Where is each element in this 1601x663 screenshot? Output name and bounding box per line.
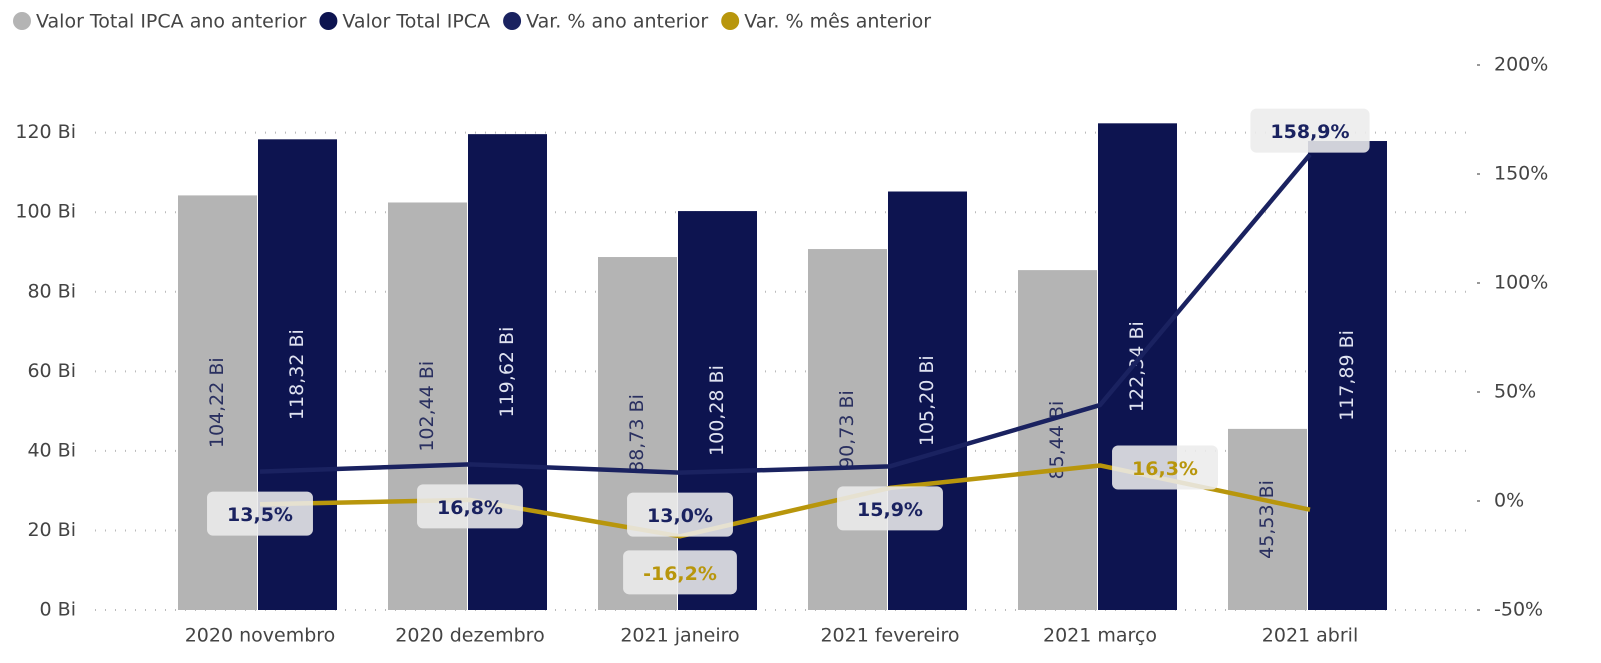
- y-tick-label: 80 Bi: [27, 280, 76, 302]
- y2-tick-label: 50%: [1494, 381, 1536, 403]
- y2-tick-label: -50%: [1494, 599, 1543, 621]
- data-label: -16,2%: [643, 563, 717, 585]
- data-label-box: [1250, 108, 1370, 153]
- data-label: 158,9%: [1270, 121, 1349, 143]
- legend-label: Valor Total IPCA ano anterior: [36, 11, 307, 33]
- y2-tick-label: 150%: [1494, 163, 1548, 185]
- bar: [808, 249, 887, 611]
- data-label-box: [417, 484, 523, 529]
- bar-value-label: 119,62 Bi: [496, 327, 518, 418]
- bar: [1228, 428, 1307, 610]
- bar-value-label: 105,20 Bi: [916, 355, 938, 446]
- data-label-box: [1112, 445, 1218, 490]
- y2-tick-label: 200%: [1494, 54, 1548, 76]
- data-label: 13,5%: [227, 504, 293, 526]
- x-tick-label: 2020 novembro: [185, 625, 336, 647]
- x-tick-label: 2021 abril: [1262, 625, 1358, 647]
- bar: [1098, 123, 1177, 611]
- legend-dot: [13, 12, 31, 30]
- data-label-box: [837, 486, 943, 531]
- data-label: 15,9%: [857, 499, 923, 521]
- x-tick-label: 2021 fevereiro: [820, 625, 959, 647]
- bar: [888, 191, 967, 610]
- data-label-box: [207, 491, 313, 536]
- legend-dot: [721, 12, 740, 30]
- bar-value-label: 45,53 Bi: [1256, 480, 1278, 559]
- legend-label: Var. % mês anterior: [744, 11, 931, 33]
- y-tick-label: 20 Bi: [27, 519, 76, 541]
- legend-dot: [503, 12, 522, 30]
- y-tick-label: 100 Bi: [15, 201, 76, 223]
- bar: [1308, 141, 1387, 610]
- data-label: 13,0%: [647, 505, 713, 527]
- data-label-box: [623, 550, 737, 595]
- x-tick-label: 2021 março: [1043, 625, 1157, 647]
- y2-tick-label: 100%: [1494, 272, 1548, 294]
- y-tick-label: 60 Bi: [27, 360, 76, 382]
- line: [259, 153, 1312, 475]
- bar: [468, 134, 547, 611]
- data-label-box: [627, 492, 733, 537]
- x-tick-label: 2021 janeiro: [620, 625, 739, 647]
- bar-value-label: 122,34 Bi: [1126, 321, 1148, 412]
- legend-label: Valor Total IPCA: [342, 11, 490, 33]
- bar: [678, 211, 757, 610]
- y-tick-label: 40 Bi: [27, 439, 76, 461]
- bar-value-label: 102,44 Bi: [416, 361, 438, 452]
- bar-value-label: 117,89 Bi: [1336, 330, 1358, 421]
- bar: [1018, 270, 1097, 610]
- bar-value-label: 90,73 Bi: [836, 390, 858, 469]
- x-tick-label: 2020 dezembro: [395, 625, 544, 647]
- bar-value-label: 104,22 Bi: [206, 357, 228, 448]
- bar-value-label: 118,32 Bi: [286, 329, 308, 420]
- bar-value-label: 88,73 Bi: [626, 394, 648, 473]
- y-tick-label: 120 Bi: [15, 121, 76, 143]
- y2-tick-label: 0%: [1494, 490, 1524, 512]
- data-label: 16,8%: [437, 497, 503, 519]
- legend-dot: [319, 12, 338, 30]
- bar: [178, 195, 257, 610]
- legend-label: Var. % ano anterior: [526, 11, 708, 33]
- y-tick-label: 0 Bi: [40, 599, 76, 621]
- bar-value-label: 100,28 Bi: [706, 365, 728, 456]
- bar: [388, 202, 467, 610]
- data-label: 16,3%: [1132, 458, 1198, 480]
